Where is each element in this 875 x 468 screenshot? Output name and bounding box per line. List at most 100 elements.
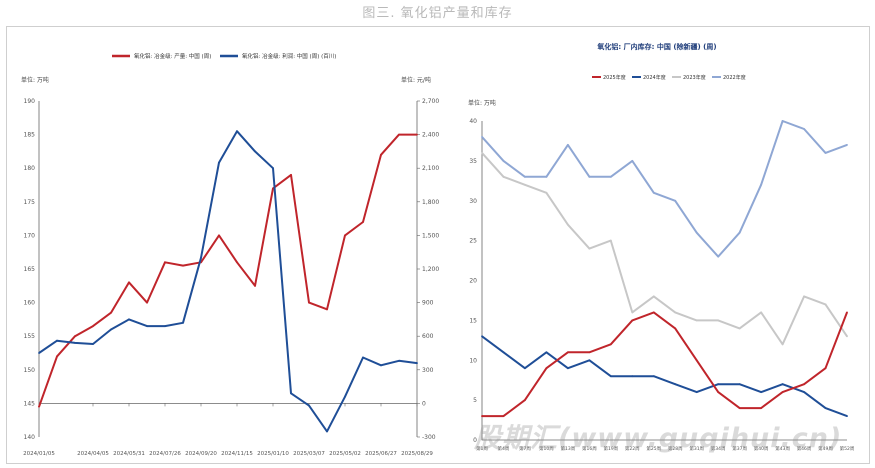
watermark: 股期汇(www.guqihui.cn) <box>474 423 843 454</box>
data-point <box>524 183 526 186</box>
data-point <box>695 319 698 322</box>
data-point <box>803 295 805 298</box>
data-point <box>74 335 76 338</box>
data-point <box>631 375 634 378</box>
data-point <box>326 308 328 311</box>
data-point <box>545 367 548 370</box>
data-point <box>588 175 591 178</box>
y-tick-label: 15 <box>469 317 477 324</box>
data-point <box>326 430 328 433</box>
data-point <box>588 247 591 250</box>
y-axis-unit: 单位: 万吨 <box>468 99 496 107</box>
left-y-tick-label: 150 <box>24 367 36 374</box>
right-y-tick-label: 2,400 <box>422 132 439 139</box>
x-tick-label: 2024/09/20 <box>185 451 217 457</box>
data-point <box>760 407 763 409</box>
legend-label: 氧化铝: 冶金级: 利润: 中国 (周) (百川) <box>242 52 336 60</box>
data-point <box>824 367 827 370</box>
data-point <box>182 321 184 324</box>
data-point <box>344 234 346 237</box>
right-axis-unit: 单位: 元/吨 <box>401 76 431 84</box>
left-y-tick-label: 165 <box>24 266 36 273</box>
data-point <box>272 187 274 190</box>
data-point <box>236 130 238 133</box>
data-point <box>609 375 612 378</box>
x-tick-label: 第46周 <box>797 445 812 452</box>
data-point <box>738 231 741 234</box>
data-point <box>398 359 400 362</box>
x-tick-label: 第40周 <box>754 445 769 452</box>
series-line <box>481 152 848 346</box>
left-y-tick-label: 170 <box>24 232 36 239</box>
data-point <box>652 311 655 314</box>
data-point <box>38 405 40 408</box>
data-point <box>164 325 166 328</box>
left-y-tick-label: 160 <box>24 300 36 307</box>
data-point <box>695 231 698 234</box>
legend-label: 2023年度 <box>683 74 706 81</box>
data-point <box>652 191 655 194</box>
series-line <box>481 335 848 418</box>
data-point <box>254 284 256 287</box>
right-y-tick-label: 1,200 <box>422 266 439 273</box>
right-y-tick-label: 300 <box>422 367 434 374</box>
legend-label: 氧化铝: 冶金级: 产量: 中国 (周) <box>134 52 211 60</box>
x-tick-label: 第7周 <box>519 445 531 452</box>
data-point <box>781 383 784 386</box>
data-point <box>290 174 292 176</box>
data-point <box>218 234 220 237</box>
x-tick-label: 2025/01/10 <box>257 451 289 457</box>
data-point <box>781 391 784 394</box>
data-point <box>545 175 548 178</box>
data-point <box>92 343 94 345</box>
data-point <box>416 362 418 364</box>
right-y-tick-label: 600 <box>422 333 434 340</box>
data-point <box>652 295 655 298</box>
data-point <box>760 311 763 314</box>
x-tick-label: 2024/05/31 <box>113 451 145 457</box>
data-point <box>738 327 741 330</box>
data-point <box>674 383 677 386</box>
data-point <box>502 415 505 417</box>
data-point <box>481 335 483 338</box>
data-point <box>846 335 848 338</box>
data-point <box>738 383 741 386</box>
x-tick-label: 2024/07/26 <box>149 451 181 457</box>
x-tick-label: 第49周 <box>818 445 833 452</box>
series-line <box>482 311 848 418</box>
data-point <box>803 383 805 386</box>
data-point <box>164 261 166 264</box>
data-point <box>362 356 364 359</box>
charts-panel: 单位: 万吨 单位: 元/吨 140 145 150 155 160 165 170 175 180… <box>6 26 870 464</box>
legend-label: 2022年度 <box>723 74 746 81</box>
data-point <box>609 343 612 346</box>
data-point <box>824 407 827 409</box>
right-y-tick-label: -300 <box>422 434 436 441</box>
data-point <box>717 319 720 322</box>
data-point <box>566 367 569 370</box>
right-y-tick-label: 1,500 <box>422 232 439 239</box>
data-point <box>631 159 634 162</box>
x-tick-label: 第1周 <box>476 445 488 452</box>
data-point <box>717 391 720 394</box>
data-point <box>803 128 805 130</box>
series-line <box>481 120 848 258</box>
data-point <box>128 281 130 284</box>
data-point <box>380 153 382 156</box>
left-axis-unit: 单位: 万吨 <box>21 76 49 84</box>
data-point <box>290 392 292 395</box>
data-point <box>824 152 827 154</box>
x-tick-label: 2025/05/02 <box>329 451 361 457</box>
data-point <box>146 325 148 328</box>
data-point <box>110 328 112 331</box>
data-point <box>824 303 827 306</box>
data-point <box>609 239 612 242</box>
data-point <box>502 159 505 162</box>
x-tick-label: 第25周 <box>646 445 661 452</box>
data-point <box>308 301 310 304</box>
data-point <box>545 191 548 194</box>
data-point <box>695 391 698 394</box>
data-point <box>182 264 184 267</box>
x-tick-label: 2025/03/07 <box>293 451 325 457</box>
data-point <box>760 183 763 186</box>
